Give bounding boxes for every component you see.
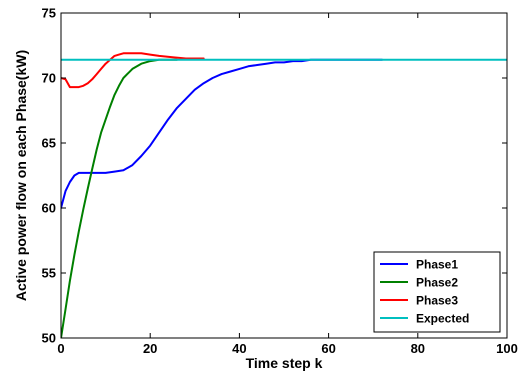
x-tick-label: 60 [321, 341, 335, 356]
legend-label-expected: Expected [416, 312, 469, 326]
legend-label-phase3: Phase3 [416, 294, 458, 308]
plot-frame [60, 12, 508, 339]
y-tick-label: 60 [42, 201, 56, 216]
y-tick-label: 75 [42, 6, 56, 21]
series-layer [61, 52, 507, 338]
x-tick-label: 20 [143, 341, 157, 356]
y-tick-label: 65 [42, 136, 56, 151]
y-tick-label: 55 [42, 266, 56, 281]
y-axis-title: Active power flow on each Phase(kW) [13, 50, 29, 301]
x-tick-label: 0 [57, 341, 64, 356]
legend-label-phase1: Phase1 [416, 258, 458, 272]
legend: Phase1 Phase2 Phase3 Expected [373, 251, 501, 333]
y-tick-label: 70 [42, 71, 56, 86]
y-tick-label: 50 [42, 331, 56, 346]
series-line-phase1 [61, 58, 384, 209]
tick-layer: 0 20 40 60 80 100 50 55 60 65 70 75 [42, 6, 518, 357]
x-tick-label: 40 [232, 341, 246, 356]
x-tick-label: 80 [411, 341, 425, 356]
x-tick-label: 100 [496, 341, 518, 356]
series-line-phase2 [61, 58, 178, 338]
x-axis-title: Time step k [246, 355, 323, 371]
legend-label-phase2: Phase2 [416, 276, 458, 290]
